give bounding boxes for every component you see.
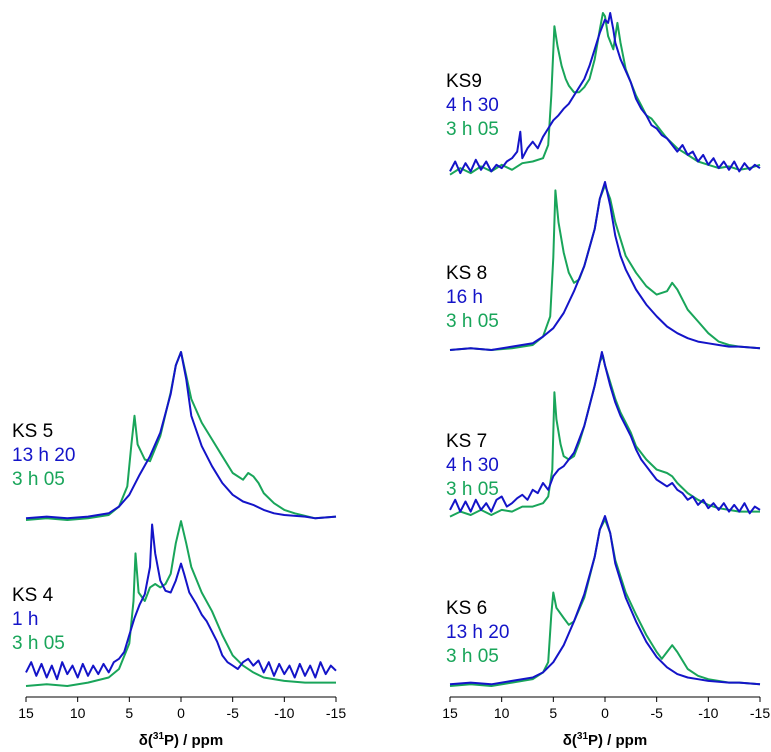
x-tick-label-left: -10 bbox=[274, 705, 294, 721]
ks8-legend-green: 3 h 05 bbox=[446, 311, 499, 332]
ks6-sample-label: KS 6 bbox=[446, 598, 487, 619]
x-tick-label-left: 15 bbox=[18, 705, 34, 721]
ks7-spectrum-blue bbox=[449, 351, 761, 515]
ks9-spectrum-green bbox=[449, 12, 761, 176]
ks6-spectrum-blue bbox=[449, 515, 761, 686]
x-axis-label-right: δ(31P) / ppm bbox=[563, 731, 647, 749]
ks5-spectrum-green bbox=[25, 351, 337, 521]
ks5-spectrum-blue bbox=[25, 351, 337, 520]
ks5-legend-blue: 13 h 20 bbox=[12, 445, 75, 466]
ks9-legend-blue: 4 h 30 bbox=[446, 95, 499, 116]
ks7-sample-label: KS 7 bbox=[446, 431, 487, 452]
x-tick-label-right: 15 bbox=[442, 705, 458, 721]
ks7-legend-blue: 4 h 30 bbox=[446, 455, 499, 476]
ks9-spectrum-blue bbox=[449, 12, 761, 175]
x-tick-label-right: -10 bbox=[698, 705, 718, 721]
x-tick-label-left: -5 bbox=[226, 705, 239, 721]
x-tick-label-left: 0 bbox=[177, 705, 185, 721]
x-tick-label-left: -15 bbox=[326, 705, 346, 721]
ks9-legend-green: 3 h 05 bbox=[446, 119, 499, 140]
ks4-spectrum-green bbox=[25, 520, 336, 687]
x-tick-label-left: 5 bbox=[125, 705, 133, 721]
x-tick-label-right: 10 bbox=[494, 705, 510, 721]
ks9-sample-label: KS9 bbox=[446, 71, 482, 92]
x-tick-label-right: 5 bbox=[549, 705, 557, 721]
ks5-sample-label: KS 5 bbox=[12, 421, 53, 442]
ks4-spectrum-blue bbox=[25, 523, 337, 681]
ks8-sample-label: KS 8 bbox=[446, 263, 487, 284]
ks6-legend-blue: 13 h 20 bbox=[446, 622, 509, 643]
ks8-legend-blue: 16 h bbox=[446, 287, 483, 308]
ks6-legend-green: 3 h 05 bbox=[446, 646, 499, 667]
ks8-spectrum-blue bbox=[449, 181, 761, 351]
x-tick-label-right: 0 bbox=[601, 705, 609, 721]
x-tick-label-right: -5 bbox=[650, 705, 663, 721]
ks5-legend-green: 3 h 05 bbox=[12, 469, 65, 490]
ks7-legend-green: 3 h 05 bbox=[446, 479, 499, 500]
x-tick-label-right: -15 bbox=[750, 705, 770, 721]
x-tick-label-left: 10 bbox=[70, 705, 86, 721]
ks4-legend-green: 3 h 05 bbox=[12, 633, 65, 654]
ks4-legend-blue: 1 h bbox=[12, 609, 38, 630]
ks4-sample-label: KS 4 bbox=[12, 585, 54, 606]
x-axis-label-left: δ(31P) / ppm bbox=[139, 731, 223, 749]
